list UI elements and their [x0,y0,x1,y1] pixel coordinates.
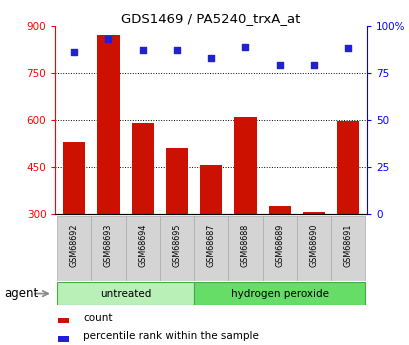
Bar [193,282,364,305]
Point [344,46,351,51]
Bar [296,216,330,281]
Text: GSM68687: GSM68687 [206,224,215,267]
Point [173,48,180,53]
Text: GSM68695: GSM68695 [172,223,181,267]
Bar [58,318,69,323]
Text: GSM68694: GSM68694 [138,224,147,267]
Bar [330,216,364,281]
Text: GSM68691: GSM68691 [343,224,352,267]
Text: GSM68693: GSM68693 [103,224,112,267]
Point [139,48,146,53]
Bar [131,123,153,214]
Text: count: count [83,313,112,323]
Point [207,55,214,61]
Bar [228,216,262,281]
Bar [200,165,222,214]
Bar [165,148,188,214]
Text: untreated: untreated [100,289,151,298]
Point [105,36,111,42]
Bar [57,216,91,281]
Bar [193,216,228,281]
Text: GSM68689: GSM68689 [274,224,283,267]
Text: percentile rank within the sample: percentile rank within the sample [83,331,258,341]
Bar [58,336,69,342]
Bar [262,216,296,281]
Bar [63,142,85,214]
Bar [234,117,256,214]
Bar [91,216,125,281]
Bar [125,216,160,281]
Bar [160,216,193,281]
Bar [336,121,358,214]
Point [242,44,248,49]
Bar [302,212,324,214]
Bar [268,206,290,214]
Text: GSM68690: GSM68690 [309,224,318,267]
Bar [57,282,193,305]
Text: GSM68692: GSM68692 [70,223,79,267]
Text: agent: agent [4,287,38,300]
Bar [97,35,119,214]
Text: GSM68688: GSM68688 [240,224,249,267]
Point [71,49,77,55]
Point [276,62,282,68]
Title: GDS1469 / PA5240_trxA_at: GDS1469 / PA5240_trxA_at [121,12,300,25]
Text: hydrogen peroxide: hydrogen peroxide [230,289,328,298]
Point [310,62,317,68]
